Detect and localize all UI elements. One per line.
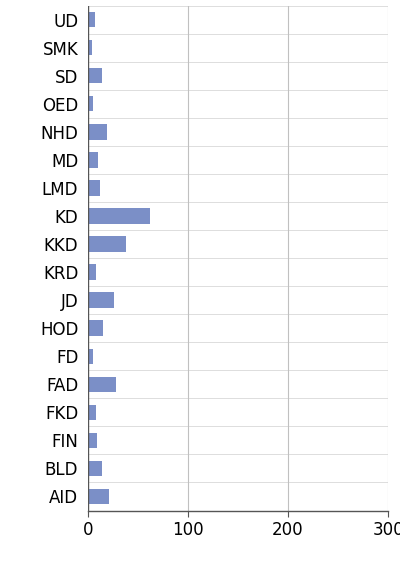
Bar: [88, 96, 93, 112]
Bar: [88, 348, 93, 364]
Bar: [88, 124, 107, 140]
Bar: [88, 180, 100, 196]
Bar: [88, 40, 92, 56]
Bar: [88, 292, 114, 308]
Bar: [88, 433, 97, 448]
Bar: [88, 152, 98, 168]
Bar: [88, 208, 150, 224]
Bar: [88, 264, 96, 280]
Bar: [88, 320, 103, 336]
Bar: [88, 236, 126, 252]
Bar: [88, 12, 95, 27]
Bar: [88, 404, 96, 420]
Bar: [88, 376, 116, 392]
Bar: [88, 489, 109, 504]
Bar: [88, 461, 102, 476]
Bar: [88, 68, 102, 84]
